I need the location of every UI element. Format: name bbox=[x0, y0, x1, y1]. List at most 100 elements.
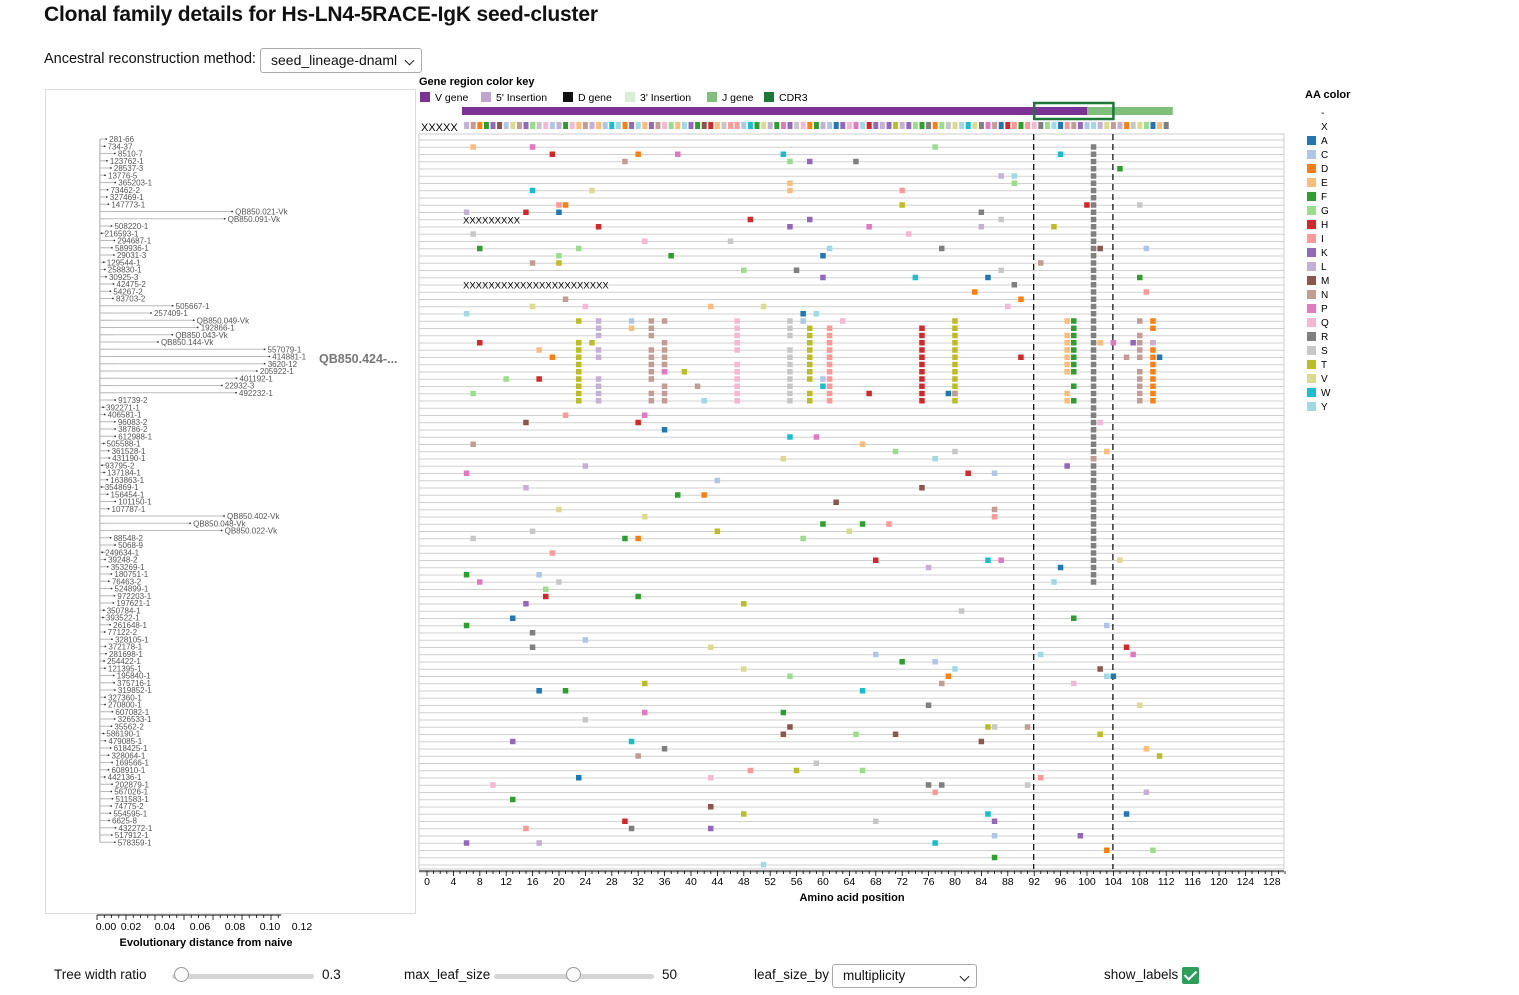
mutation-cell[interactable] bbox=[807, 369, 813, 375]
mutation-cell[interactable] bbox=[1090, 405, 1097, 411]
tree-leaf-node[interactable] bbox=[106, 493, 109, 496]
mutation-cell[interactable] bbox=[899, 202, 905, 208]
mutation-cell[interactable] bbox=[952, 369, 958, 375]
mutation-cell[interactable] bbox=[886, 521, 892, 527]
mutation-cell[interactable] bbox=[1071, 615, 1077, 622]
tree-leaf-node[interactable] bbox=[109, 623, 112, 626]
mutation-cell[interactable] bbox=[576, 398, 582, 404]
mutation-cell[interactable] bbox=[556, 260, 562, 266]
mutation-cell[interactable] bbox=[576, 245, 582, 252]
mutation-cell[interactable] bbox=[1150, 354, 1156, 361]
mutation-cell[interactable] bbox=[1097, 419, 1103, 426]
mutation-cell[interactable] bbox=[919, 485, 925, 491]
mutation-cell[interactable] bbox=[1090, 173, 1097, 179]
tree-leaf-node[interactable] bbox=[171, 333, 174, 336]
mutation-cell[interactable] bbox=[978, 209, 985, 216]
mutation-cell[interactable] bbox=[952, 398, 958, 404]
tree-leaf-node[interactable] bbox=[109, 812, 112, 815]
mutation-cell[interactable] bbox=[919, 354, 925, 361]
mutation-cell[interactable] bbox=[932, 789, 938, 796]
mutation-cell[interactable] bbox=[1097, 245, 1103, 252]
mutation-cell[interactable] bbox=[582, 717, 589, 723]
mutation-cell[interactable] bbox=[648, 376, 655, 382]
mutation-cell[interactable] bbox=[1123, 644, 1130, 651]
tree-leaf-node[interactable] bbox=[110, 834, 113, 836]
mutation-cell[interactable] bbox=[1137, 390, 1143, 397]
mutation-cell[interactable] bbox=[463, 572, 470, 578]
mutation-cell[interactable] bbox=[536, 347, 542, 353]
mutation-cell[interactable] bbox=[787, 354, 793, 361]
tree-leaf-node[interactable] bbox=[111, 783, 114, 786]
mutation-cell[interactable] bbox=[1117, 166, 1123, 172]
mutation-cell[interactable] bbox=[661, 383, 668, 390]
mutation-cell[interactable] bbox=[1090, 456, 1097, 462]
mutation-cell[interactable] bbox=[648, 347, 655, 353]
mutation-cell[interactable] bbox=[1150, 361, 1156, 368]
mutation-cell[interactable] bbox=[780, 731, 787, 738]
mutation-cell[interactable] bbox=[635, 593, 641, 600]
mutation-cell[interactable] bbox=[576, 390, 582, 397]
mutation-cell[interactable] bbox=[595, 376, 602, 382]
mutation-cell[interactable] bbox=[741, 267, 747, 274]
mutation-cell[interactable] bbox=[919, 325, 925, 332]
mutation-cell[interactable] bbox=[760, 303, 767, 310]
mutation-cell[interactable] bbox=[939, 245, 945, 252]
mutation-cell[interactable] bbox=[628, 738, 635, 745]
mutation-cell[interactable] bbox=[562, 688, 569, 694]
mutation-cell[interactable] bbox=[576, 354, 582, 361]
mutation-cell[interactable] bbox=[1150, 376, 1156, 382]
mutation-cell[interactable] bbox=[589, 340, 595, 346]
mutation-cell[interactable] bbox=[523, 601, 529, 607]
mutation-cell[interactable] bbox=[1064, 361, 1070, 368]
mutation-cell[interactable] bbox=[648, 369, 655, 375]
mutation-cell[interactable] bbox=[734, 369, 740, 375]
tree-leaf-node[interactable] bbox=[103, 268, 106, 271]
mutation-cell[interactable] bbox=[562, 202, 569, 208]
mutation-cell[interactable] bbox=[1090, 463, 1097, 469]
mutation-cell[interactable] bbox=[1090, 151, 1097, 158]
mutation-cell[interactable] bbox=[1123, 811, 1130, 817]
tree-leaf-node[interactable] bbox=[107, 768, 110, 771]
mutation-cell[interactable] bbox=[1123, 354, 1130, 361]
mutation-cell[interactable] bbox=[734, 347, 740, 353]
mutation-cell[interactable] bbox=[906, 231, 912, 237]
mutation-cell[interactable] bbox=[536, 840, 542, 846]
mutation-cell[interactable] bbox=[470, 144, 476, 150]
tree-leaf-node[interactable] bbox=[109, 536, 112, 539]
mutation-cell[interactable] bbox=[939, 680, 945, 687]
mutation-cell[interactable] bbox=[529, 260, 536, 266]
mutation-cell[interactable] bbox=[1117, 557, 1123, 564]
mutation-cell[interactable] bbox=[556, 202, 562, 208]
mutation-cell[interactable] bbox=[813, 760, 820, 767]
mutation-cell[interactable] bbox=[919, 347, 925, 353]
mutation-cell[interactable] bbox=[787, 325, 793, 332]
mutation-cell[interactable] bbox=[1150, 847, 1156, 854]
mutation-cell[interactable] bbox=[1150, 340, 1156, 346]
mutation-cell[interactable] bbox=[813, 311, 820, 317]
mutation-cell[interactable] bbox=[1090, 202, 1097, 208]
mutation-cell[interactable] bbox=[463, 622, 470, 629]
mutation-cell[interactable] bbox=[1064, 390, 1070, 397]
mutation-cell[interactable] bbox=[648, 325, 655, 332]
mutation-cell[interactable] bbox=[1071, 325, 1077, 332]
max-leaf-size-thumb[interactable] bbox=[566, 967, 581, 982]
tree-leaf-node[interactable] bbox=[114, 689, 116, 691]
tree-leaf-node[interactable] bbox=[110, 725, 113, 728]
mutation-cell[interactable] bbox=[1090, 325, 1097, 332]
mutation-cell[interactable] bbox=[1143, 746, 1150, 752]
mutation-cell[interactable] bbox=[991, 514, 998, 520]
mutation-cell[interactable] bbox=[985, 811, 991, 817]
mutation-cell[interactable] bbox=[800, 311, 806, 317]
tree-leaf-node[interactable] bbox=[111, 638, 113, 641]
mutation-cell[interactable] bbox=[952, 332, 958, 339]
mutation-cell[interactable] bbox=[787, 398, 793, 404]
mutation-cell[interactable] bbox=[648, 390, 655, 397]
mutation-cell[interactable] bbox=[595, 318, 602, 324]
tree-leaf-node[interactable] bbox=[114, 826, 117, 829]
mutation-cell[interactable] bbox=[734, 390, 740, 397]
mutation-cell[interactable] bbox=[714, 528, 721, 535]
mutation-cell[interactable] bbox=[1064, 332, 1070, 339]
mutation-cell[interactable] bbox=[734, 361, 740, 368]
mutation-cell[interactable] bbox=[1077, 833, 1084, 839]
mutation-cell[interactable] bbox=[859, 688, 866, 694]
